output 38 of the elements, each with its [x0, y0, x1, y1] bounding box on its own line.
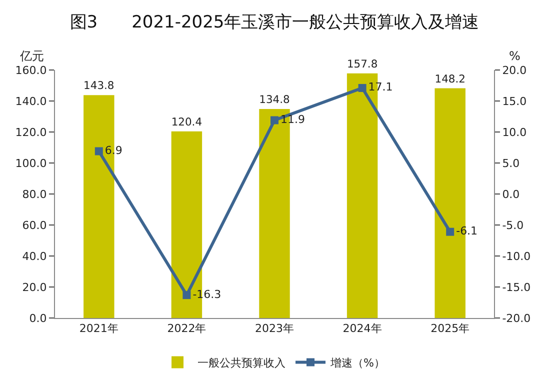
y-tick-label: 60.0 — [22, 218, 47, 232]
data-label: 148.2 — [434, 72, 466, 86]
x-tick-label: 2022年 — [167, 322, 206, 336]
y-tick-label: 140.0 — [15, 94, 47, 108]
y-tick-label: 20.0 — [22, 280, 47, 294]
data-label: 120.4 — [171, 115, 202, 128]
y-tick-label: 0.0 — [29, 312, 47, 325]
y2-tick-label: -20.0 — [502, 312, 531, 325]
data-label: 157.8 — [346, 57, 378, 70]
data-label: 134.8 — [259, 93, 290, 106]
y2-tick-label: 20.0 — [502, 64, 527, 77]
y-tick-label: 160.0 — [15, 64, 47, 77]
y2-tick-label: -15.0 — [502, 280, 531, 294]
y2-tick-label: 15.0 — [502, 94, 527, 108]
x-tick-label: 2023年 — [255, 322, 294, 336]
legend-label: 增速（%） — [330, 356, 385, 370]
y2-tick-label: 5.0 — [502, 156, 520, 170]
chart-title: 图3 2021-2025年玉溪市一般公共预算收入及增速 — [70, 12, 480, 32]
y-tick-label: 100.0 — [15, 156, 47, 170]
data-label: 143.8 — [84, 79, 114, 92]
point — [270, 116, 278, 124]
y2-tick-label: -10.0 — [502, 250, 531, 263]
y-tick-label: 40.0 — [22, 250, 47, 263]
y2-tick-label: 0.0 — [502, 188, 520, 201]
y2-tick-label: -5.0 — [502, 218, 524, 232]
point — [358, 84, 366, 92]
x-tick-label: 2025年 — [430, 322, 470, 336]
point — [182, 291, 191, 300]
y2-tick-label: 10.0 — [502, 126, 527, 139]
legend-label: 一般公共预算收入 — [198, 356, 286, 370]
y2-axis-title: % — [509, 49, 520, 63]
x-tick-label: 2021年 — [79, 322, 118, 336]
point — [446, 228, 454, 236]
point — [94, 147, 103, 156]
y-axis-title: 亿元 — [19, 49, 44, 63]
y-tick-label: 120.0 — [15, 126, 47, 139]
y-tick-label: 80.0 — [22, 188, 47, 201]
x-tick-label: 2024年 — [342, 322, 382, 336]
